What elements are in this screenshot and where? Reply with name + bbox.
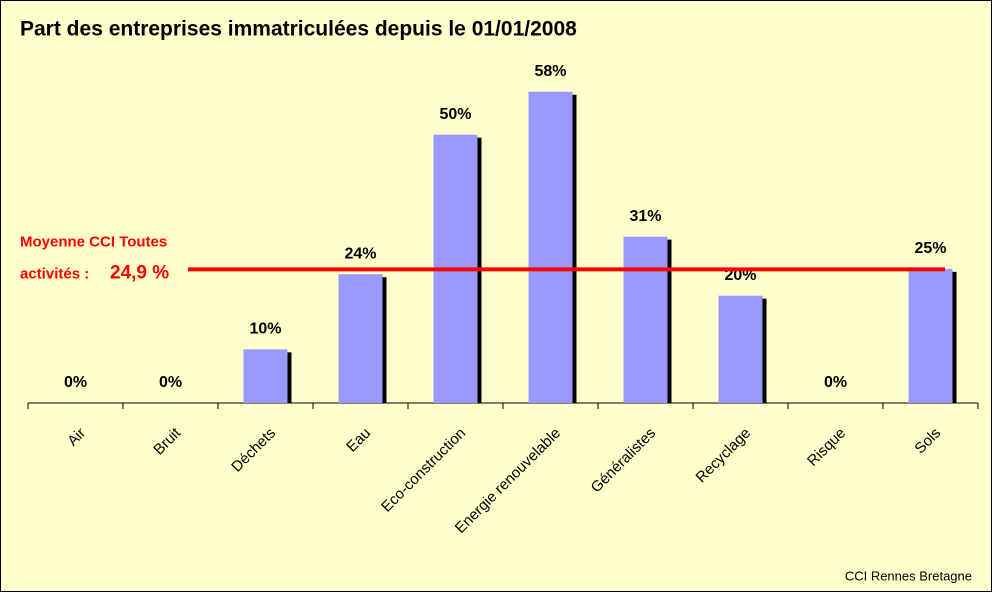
data-label: 31% xyxy=(629,208,661,225)
data-label: 25% xyxy=(914,240,946,257)
data-label: 0% xyxy=(159,374,182,391)
bar xyxy=(528,91,573,403)
bar xyxy=(908,268,953,403)
chart-title: Part des entreprises immatriculées depui… xyxy=(20,18,577,41)
bar xyxy=(718,295,763,403)
data-label: 50% xyxy=(439,106,471,123)
source: CCI Rennes Bretagne xyxy=(845,568,972,583)
data-label: 58% xyxy=(534,63,566,80)
average-label: activités : xyxy=(20,265,89,282)
bar xyxy=(338,274,383,403)
data-label: 0% xyxy=(824,374,847,391)
bar xyxy=(243,349,288,403)
average-label: Moyenne CCI Toutes xyxy=(20,233,167,250)
data-label: 24% xyxy=(344,245,376,262)
bar xyxy=(623,236,668,403)
average-value: 24,9 % xyxy=(110,262,169,283)
data-label: 10% xyxy=(249,321,281,338)
data-label: 0% xyxy=(64,374,87,391)
